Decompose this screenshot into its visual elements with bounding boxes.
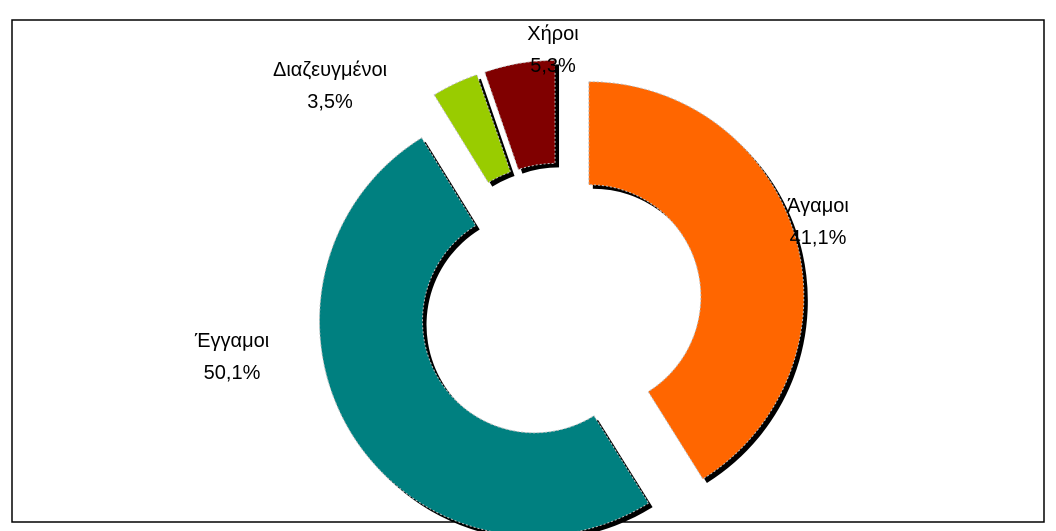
- value-label: 50,1%: [204, 362, 261, 384]
- category-label: Έγγαμοι: [194, 330, 269, 352]
- value-label: 3,5%: [307, 91, 353, 113]
- value-label: 41,1%: [790, 227, 847, 249]
- category-label: Χήροι: [527, 23, 578, 45]
- donut-slice: [433, 74, 512, 184]
- slices: [318, 59, 805, 531]
- value-label: 5,3%: [530, 55, 576, 77]
- donut-slice: [588, 81, 805, 480]
- donut-slice: [484, 59, 556, 171]
- category-label: Διαζευγμένοι: [273, 59, 387, 81]
- labels: Άγαμοι 41,1% Έγγαμοι 50,1% Διαζευγμένοι 3,5% Χ…: [194, 23, 849, 384]
- donut-slice: [318, 137, 650, 531]
- category-label: Άγαμοι: [787, 195, 849, 217]
